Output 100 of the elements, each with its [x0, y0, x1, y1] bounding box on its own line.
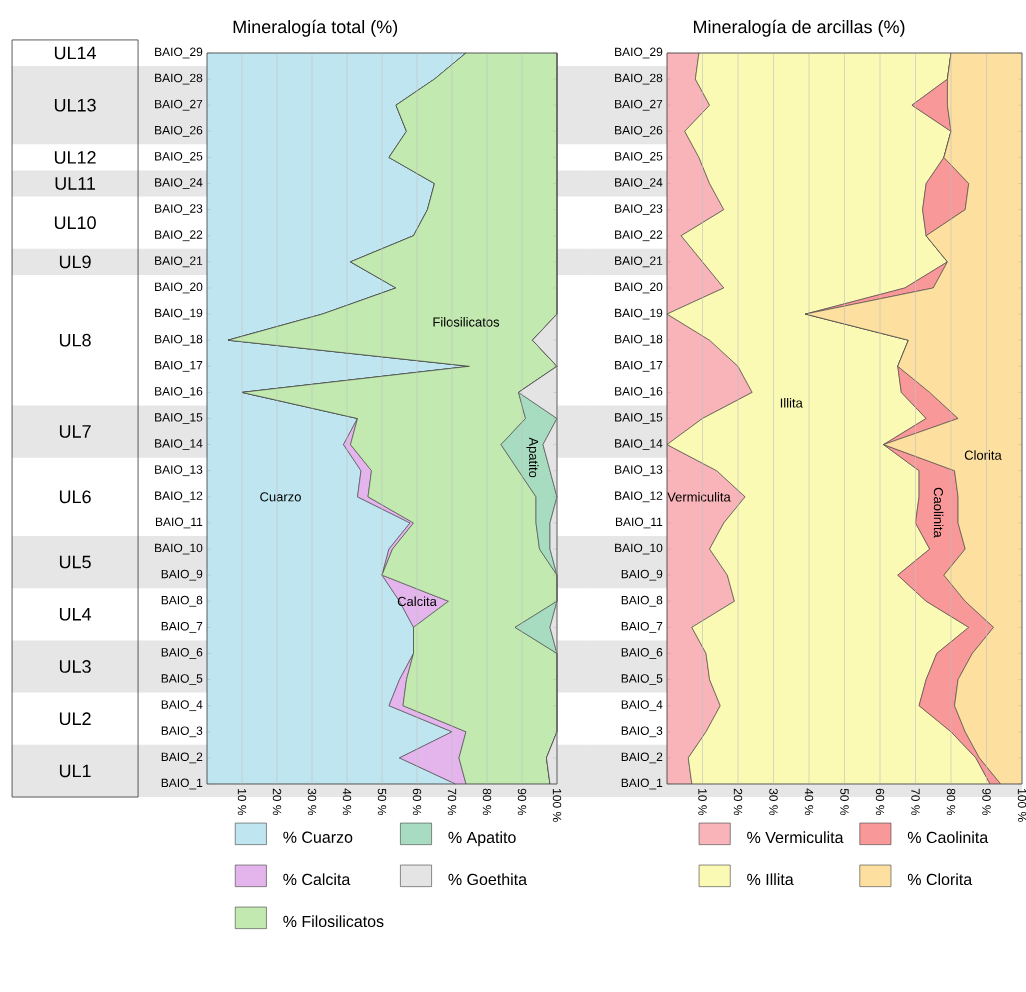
- annotation: Illita: [780, 398, 803, 408]
- y-tick-label: BAIO_11: [155, 517, 203, 529]
- x-tick-label: 60 %: [412, 788, 422, 816]
- y-tick-label: BAIO_8: [621, 595, 663, 607]
- y-tick-label: BAIO_25: [615, 152, 663, 163]
- text: UL8: [59, 333, 91, 347]
- y-tick-label: BAIO_14: [615, 439, 663, 450]
- band-label: UL11: [55, 177, 96, 190]
- y-tick-label: BAIO_29: [615, 47, 663, 59]
- y-tick-label: BAIO_11: [615, 517, 663, 529]
- y-tick-label: BAIO_8: [161, 595, 203, 607]
- x-tick-label: 80 %: [946, 788, 956, 816]
- text: UL2: [59, 712, 91, 726]
- y-tick-label: BAIO_26: [615, 125, 663, 137]
- y-tick-label: BAIO_7: [161, 621, 203, 633]
- x-tick-label: 20 %: [733, 788, 743, 816]
- y-tick-label: BAIO_22: [615, 230, 663, 242]
- y-tick-label: BAIO_19: [615, 308, 663, 320]
- y-tick-label: BAIO_12: [615, 491, 663, 503]
- y-tick-label: BAIO_5: [621, 674, 663, 685]
- x-tick-label: 30 %: [307, 788, 317, 816]
- y-tick-label: BAIO_17: [155, 360, 203, 372]
- y-tick-label: BAIO_13: [155, 465, 203, 477]
- y-tick-label: BAIO_18: [155, 334, 203, 346]
- x-tick-label: 100 %: [1017, 789, 1026, 822]
- y-tick-label: BAIO_13: [615, 465, 663, 477]
- x-tick-label: 60 %: [875, 788, 885, 816]
- y-tick-label: BAIO_21: [615, 256, 663, 268]
- band-label: UL13: [54, 98, 96, 112]
- legend-label: % Vermiculita: [747, 831, 844, 844]
- x-tick-label: 10 %: [698, 789, 707, 816]
- annotation: Caolinita: [933, 487, 944, 538]
- y-tick-label: BAIO_16: [615, 387, 663, 398]
- text: UL6: [59, 490, 91, 504]
- y-tick-label: BAIO_23: [155, 204, 203, 216]
- y-tick-label: BAIO_2: [161, 752, 203, 764]
- band-label: UL1: [59, 764, 91, 778]
- x-tick-label: 40 %: [804, 788, 814, 816]
- y-tick-label: BAIO_15: [615, 413, 663, 424]
- legend-label: % Apatito: [448, 831, 516, 847]
- band-label: UL9: [59, 255, 91, 269]
- x-tick-label: 10 %: [237, 789, 247, 816]
- text: UL4: [59, 608, 92, 621]
- x-tick-label: 80 %: [482, 788, 492, 816]
- y-tick-label: BAIO_1: [161, 778, 203, 790]
- y-tick-label: BAIO_26: [155, 125, 203, 137]
- annotation: Clorita: [964, 450, 1002, 460]
- y-tick-label: BAIO_19: [155, 308, 203, 320]
- band-label: UL7: [59, 425, 91, 438]
- y-tick-label: BAIO_17: [615, 360, 663, 372]
- y-tick-label: BAIO_3: [621, 726, 663, 738]
- y-tick-label: BAIO_1: [621, 778, 663, 790]
- legend-label: % Goethita: [448, 873, 528, 886]
- x-tick-label: 70 %: [911, 788, 920, 816]
- y-tick-label: BAIO_21: [155, 256, 203, 268]
- y-tick-label: BAIO_27: [615, 99, 663, 111]
- y-tick-label: BAIO_3: [161, 726, 203, 738]
- y-tick-label: BAIO_16: [155, 387, 203, 398]
- x-tick-label: 100 %: [552, 789, 562, 822]
- y-tick-label: BAIO_24: [155, 178, 203, 189]
- y-tick-label: BAIO_9: [161, 569, 203, 581]
- band-label: UL5: [59, 555, 91, 569]
- legend-label: % Cuarzo: [283, 831, 353, 843]
- y-tick-label: BAIO_18: [615, 334, 663, 346]
- y-tick-label: BAIO_29: [155, 47, 203, 59]
- y-tick-label: BAIO_10: [155, 543, 203, 555]
- legend-label: % Calcita: [283, 873, 351, 886]
- y-tick-label: BAIO_4: [161, 700, 203, 712]
- chart-title: Mineralogía de arcillas (%): [693, 19, 905, 37]
- y-tick-label: BAIO_20: [615, 282, 663, 294]
- y-tick-label: BAIO_6: [161, 648, 203, 659]
- x-tick-label: 20 %: [272, 788, 282, 816]
- legend-label: % Clorita: [907, 873, 973, 886]
- legend-label: % Illita: [747, 873, 794, 886]
- y-tick-label: BAIO_10: [615, 543, 663, 555]
- legend-label: % Filosilicatos: [283, 915, 384, 928]
- y-tick-label: BAIO_23: [615, 204, 663, 216]
- text: UL14: [54, 46, 97, 60]
- x-tick-label: 50 %: [840, 788, 849, 816]
- y-tick-label: BAIO_9: [621, 569, 663, 581]
- y-tick-label: BAIO_20: [155, 282, 203, 294]
- legend-label: % Caolinita: [907, 831, 989, 844]
- x-tick-label: 40 %: [342, 788, 352, 816]
- text: UL12: [54, 151, 96, 164]
- annotation: Vermiculita: [667, 492, 731, 502]
- x-tick-label: 50 %: [377, 788, 387, 816]
- annotation: Apatito: [526, 437, 539, 478]
- y-tick-label: BAIO_24: [615, 178, 663, 189]
- text: UL10: [54, 216, 96, 230]
- x-tick-label: 90 %: [982, 788, 991, 816]
- x-tick-label: 90 %: [517, 788, 527, 816]
- y-tick-label: BAIO_28: [155, 73, 203, 85]
- y-tick-label: BAIO_15: [155, 413, 203, 424]
- y-tick-label: BAIO_22: [155, 230, 203, 242]
- y-tick-label: BAIO_7: [621, 621, 663, 633]
- band-label: UL3: [59, 660, 91, 673]
- y-tick-label: BAIO_6: [621, 648, 663, 659]
- y-tick-label: BAIO_25: [155, 152, 203, 163]
- y-tick-label: BAIO_14: [155, 439, 203, 450]
- y-tick-label: BAIO_2: [621, 752, 663, 764]
